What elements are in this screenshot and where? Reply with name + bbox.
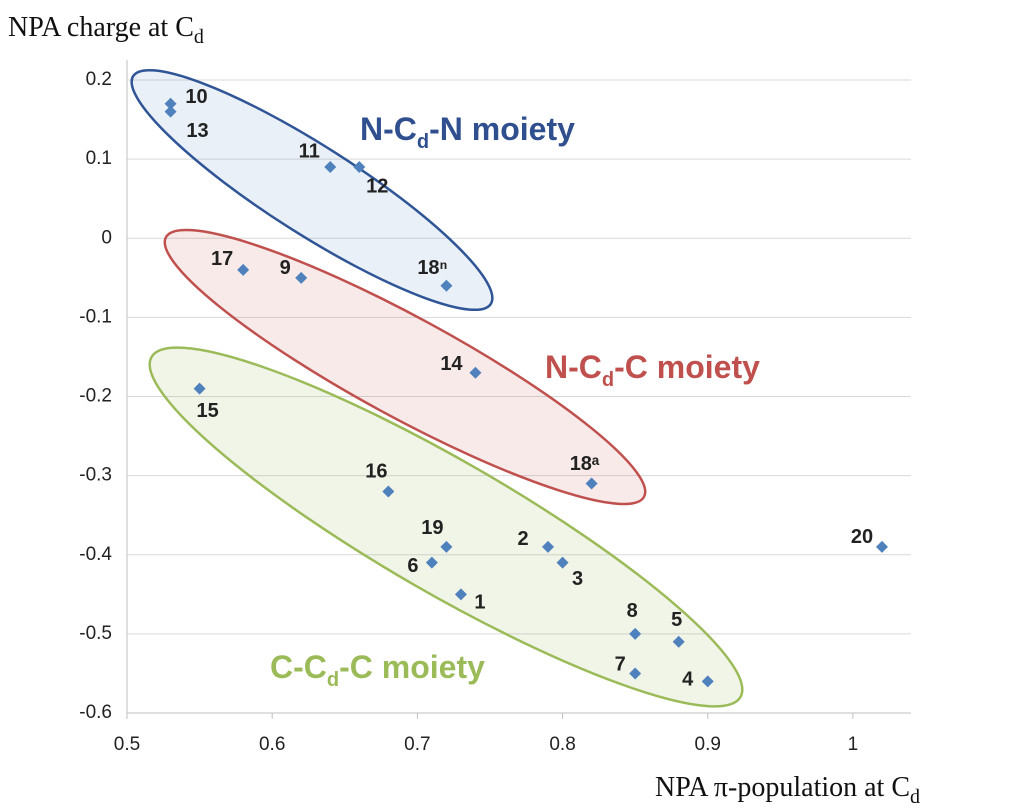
axis-title-text: NPA π-population at C [655, 772, 910, 803]
group-label-part: -C moiety [614, 349, 760, 385]
group-label-part: d [417, 131, 429, 153]
group-ellipse [163, 228, 647, 506]
x-tick-label: 0.6 [259, 734, 285, 755]
point-label: 13 [186, 120, 208, 142]
y-tick-label: 0.2 [86, 69, 112, 90]
group-label-part: d [327, 669, 339, 691]
x-tick-label: 0.5 [114, 734, 140, 755]
x-tick-label: 1 [848, 734, 859, 755]
group-label-part: -C moiety [339, 649, 485, 685]
point-label: 9 [280, 257, 291, 279]
point-label: 1 [474, 592, 485, 614]
data-point [164, 97, 177, 110]
group-label: C-Cd-C moiety [270, 649, 485, 691]
data-point [629, 667, 642, 680]
data-point [469, 366, 482, 379]
group-label-part: N-C [545, 349, 602, 385]
data-point [440, 279, 453, 292]
axis-title-sub: d [194, 26, 204, 48]
point-label: 20 [851, 526, 873, 548]
point-label: 4 [682, 669, 694, 691]
data-point [454, 588, 467, 601]
point-label: 12 [366, 175, 388, 197]
data-point [556, 556, 569, 569]
data-point [672, 635, 685, 648]
axis-title-text: NPA charge at C [8, 12, 194, 43]
point-label: 2 [517, 528, 528, 550]
y-tick-label: -0.6 [79, 702, 112, 723]
point-label: 6 [407, 555, 418, 577]
point-label: 11 [299, 140, 320, 162]
point-label: 14 [440, 353, 463, 375]
point-label: 8 [627, 600, 638, 622]
x-tick-label: 0.8 [549, 734, 575, 755]
data-point [324, 161, 337, 174]
group-label-part: d [602, 369, 614, 391]
point-label: 5 [671, 609, 682, 631]
y-tick-label: 0.1 [86, 148, 112, 169]
point-label: 16 [365, 461, 387, 483]
data-point [164, 105, 177, 118]
data-point [701, 675, 714, 688]
point-label: 19 [421, 517, 443, 539]
group-label: N-Cd-N moiety [360, 111, 575, 153]
group-label-part: -N moiety [429, 111, 575, 147]
point-label: 15 [196, 400, 218, 422]
data-point [542, 540, 555, 553]
point-label: 3 [572, 568, 583, 590]
y-tick-label: -0.3 [79, 465, 112, 486]
group-ellipse [148, 346, 744, 708]
y-tick-label: -0.2 [79, 386, 112, 407]
x-label: NPA π-population at Cd [655, 772, 920, 808]
y-tick-label: 0 [101, 227, 112, 248]
point-label: 10 [185, 86, 207, 108]
data-point [875, 540, 888, 553]
point-label: 18ᵃ [570, 453, 600, 475]
x-tick-label: 0.9 [695, 734, 721, 755]
data-point [629, 627, 642, 640]
group-label: N-Cd-C moiety [545, 349, 760, 391]
data-point [295, 271, 308, 284]
y-tick-label: -0.1 [79, 306, 112, 327]
group-label-part: C-C [270, 649, 327, 685]
data-point [440, 540, 453, 553]
y-tick-label: -0.5 [79, 623, 112, 644]
data-point [585, 477, 598, 490]
point-label: 17 [211, 248, 233, 270]
group-ellipse [130, 68, 494, 312]
data-point [193, 382, 206, 395]
data-point [237, 263, 250, 276]
x-tick-label: 0.7 [404, 734, 430, 755]
y-tick-label: -0.4 [79, 544, 112, 565]
point-label: 18ⁿ [417, 257, 447, 279]
group-label-part: N-C [360, 111, 417, 147]
point-label: 7 [615, 654, 626, 676]
axis-title-sub: d [910, 786, 920, 808]
data-point [353, 161, 366, 174]
data-point [425, 556, 438, 569]
y-label: NPA charge at Cd [8, 12, 204, 48]
data-point [382, 485, 395, 498]
